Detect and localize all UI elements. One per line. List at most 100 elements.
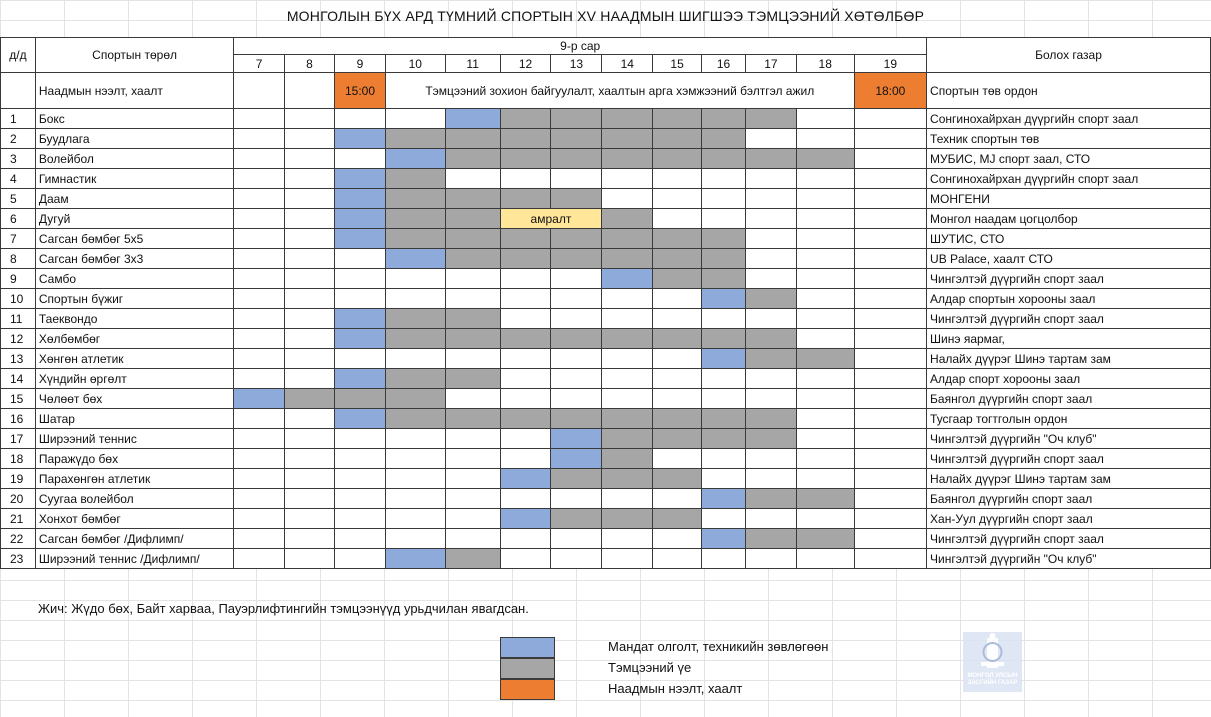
table-row: 7 Сагсан бөмбөг 5х5 ШУТИС, СТО (0, 228, 1211, 249)
day-cell (853, 368, 928, 389)
day-cell (233, 188, 285, 209)
day-cell (283, 348, 336, 369)
day-cell (233, 348, 285, 369)
day-cell (744, 208, 797, 229)
day-cell (744, 248, 797, 269)
day-cell (499, 308, 552, 329)
table-row: 13 Хөнгөн атлетик Налайх дүүрэг Шинэ тарта… (0, 348, 1211, 369)
day-cell (601, 528, 654, 549)
row-number: 15 (0, 388, 36, 409)
competition-cell (384, 308, 446, 329)
day-cell (853, 448, 928, 469)
row-number: 9 (0, 268, 36, 289)
table-row: 12 Хөлбөмбөг Шинэ яармаг, (0, 328, 1211, 349)
sport-name: Таеквондо (34, 308, 235, 329)
day-cell (444, 488, 501, 509)
competition-cell (701, 148, 746, 169)
legend-label: Тэмцээний үе (608, 660, 692, 675)
table-row: 3 Волейбол МУБИС, MJ спорт заал, СТО (0, 148, 1211, 169)
venue-cell: Монгол наадам цогцолбор (926, 208, 1211, 229)
mandate-cell (334, 168, 386, 189)
sport-name: Сагсан бөмбөг 5х5 (34, 228, 235, 249)
day-cell (795, 168, 855, 189)
day-cell (334, 428, 386, 449)
competition-cell (499, 228, 552, 249)
day-cell (652, 388, 703, 409)
day-cell (601, 548, 654, 569)
day-cell (233, 548, 285, 569)
day-cell (853, 428, 928, 449)
legend-label: Мандат олголт, техникийн зөвлөгөөн (608, 639, 829, 654)
venue-cell: Сонгинохайрхан дүүргийн спорт заал (926, 168, 1211, 189)
mandate-cell (334, 188, 386, 209)
opening-label: Наадмын нээлт, хаалт (34, 72, 235, 109)
competition-cell (550, 128, 603, 149)
competition-cell (601, 408, 654, 429)
day-cell (795, 388, 855, 409)
day-cell (795, 208, 855, 229)
competition-cell (652, 128, 703, 149)
day-cell (499, 428, 552, 449)
day-cell (550, 528, 603, 549)
mandate-cell (444, 108, 501, 129)
day-cell (701, 168, 746, 189)
day-cell (384, 288, 446, 309)
competition-cell (444, 368, 501, 389)
competition-cell (601, 328, 654, 349)
venue-cell: Алдар спорт хорооны заал (926, 368, 1211, 389)
mandate-cell (550, 448, 603, 469)
venue-cell: Чингэлтэй дүүргийн "Оч клуб" (926, 428, 1211, 449)
competition-cell (384, 208, 446, 229)
competition-cell (444, 308, 501, 329)
venue-cell: Баянгол дүүргийн спорт заал (926, 388, 1211, 409)
day-cell (701, 548, 746, 569)
competition-cell (701, 248, 746, 269)
competition-cell (550, 248, 603, 269)
row-number: 6 (0, 208, 36, 229)
day-cell (795, 128, 855, 149)
day-cell (283, 408, 336, 429)
competition-cell (601, 428, 654, 449)
mandate-cell (384, 548, 446, 569)
venue-cell: Налайх дүүрэг Шинэ тартам зам (926, 348, 1211, 369)
competition-cell (283, 388, 336, 409)
competition-cell (550, 108, 603, 129)
sport-name: Шатар (34, 408, 235, 429)
day-cell (601, 168, 654, 189)
day-cell (853, 528, 928, 549)
day-cell (550, 488, 603, 509)
header-day-16: 16 (701, 54, 746, 73)
day-cell (853, 388, 928, 409)
header-day-9: 9 (334, 54, 386, 73)
mandate-cell (499, 468, 552, 489)
sport-name: Хөлбөмбөг (34, 328, 235, 349)
sport-name: Гимнастик (34, 168, 235, 189)
day-cell (283, 188, 336, 209)
header-month: 9-р сар (233, 37, 928, 55)
row-number: 14 (0, 368, 36, 389)
day-cell (334, 468, 386, 489)
table-row: 1 Бокс Сонгинохайрхан дүүргийн спорт заал (0, 108, 1211, 129)
mandate-cell (384, 148, 446, 169)
mandate-cell (601, 268, 654, 289)
competition-cell (384, 388, 446, 409)
day-cell (853, 328, 928, 349)
day-cell (283, 208, 336, 229)
sport-name: Суугаа волейбол (34, 488, 235, 509)
competition-cell (550, 148, 603, 169)
competition-cell (601, 208, 654, 229)
venue-cell: Чингэлтэй дүүргийн спорт заал (926, 448, 1211, 469)
venue-cell: Чингэлтэй дүүргийн спорт заал (926, 308, 1211, 329)
mandate-cell (334, 128, 386, 149)
table-row: 23 Ширээний теннис /Дифлимп/Чингэлтэй дүү… (0, 548, 1211, 569)
venue-cell: Техник спортын төв (926, 128, 1211, 149)
day-cell (601, 188, 654, 209)
day-cell (853, 308, 928, 329)
competition-cell (652, 428, 703, 449)
competition-cell (744, 108, 797, 129)
header-day-19: 19 (853, 54, 928, 73)
day-cell (444, 508, 501, 529)
row-number: 1 (0, 108, 36, 129)
day-cell (701, 208, 746, 229)
day-cell (233, 168, 285, 189)
